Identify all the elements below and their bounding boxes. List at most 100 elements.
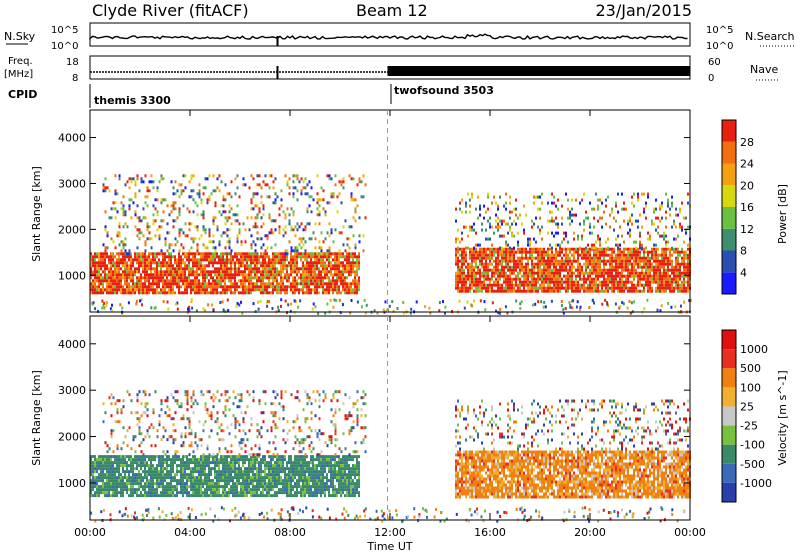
power-echo-cell	[215, 246, 217, 249]
power-echo-cell	[326, 255, 328, 258]
power-echo-cell	[557, 272, 559, 275]
power-echo-cell	[304, 252, 306, 255]
power-echo-cell	[485, 211, 487, 214]
power-echo-cell	[352, 264, 354, 267]
power-echo-cell	[314, 261, 316, 264]
power-echo-cell	[683, 241, 685, 244]
power-echo-cell	[685, 266, 687, 269]
power-echo-cell	[483, 278, 485, 281]
power-echo-cell	[473, 266, 475, 269]
power-echo-cell	[509, 247, 511, 250]
power-echo-cell	[569, 269, 571, 272]
power-echo-cell	[549, 266, 551, 269]
power-echo-cell	[611, 287, 613, 290]
power-echo-cell	[250, 285, 252, 288]
power-echo-cell	[555, 257, 557, 260]
velocity-echo-cell	[162, 482, 164, 485]
power-echo-cell	[107, 246, 109, 249]
power-echo-cell	[260, 255, 262, 258]
power-echo-cell	[653, 244, 655, 247]
velocity-echo-cell	[122, 491, 124, 494]
power-echo-cell	[138, 282, 140, 285]
power-echo-cell	[469, 290, 471, 293]
power-echo-cell	[613, 269, 615, 272]
power-echo-cell	[298, 276, 300, 279]
power-echo-cell	[481, 251, 483, 254]
power-echo-cell	[126, 270, 128, 273]
power-echo-cell	[278, 288, 280, 291]
power-echo-cell	[551, 275, 553, 278]
power-echo-cell	[170, 252, 172, 255]
power-echo-cell	[140, 252, 142, 255]
power-echo-cell	[481, 260, 483, 263]
power-echo-cell	[567, 287, 569, 290]
power-echo-cell	[210, 282, 212, 285]
power-echo-cell	[327, 201, 329, 204]
power-echo-cell	[220, 252, 222, 255]
power-echo-cell	[455, 260, 457, 263]
power-echo-cell	[627, 223, 629, 226]
power-echo-cell	[108, 288, 110, 291]
power-echo-cell	[659, 208, 661, 211]
power-echo-cell	[206, 270, 208, 273]
power-echo-cell	[188, 252, 190, 255]
power-echo-cell	[583, 229, 585, 232]
power-echo-cell	[96, 252, 98, 255]
power-echo-cell	[244, 264, 246, 267]
power-echo-cell	[615, 238, 617, 241]
power-echo-cell	[609, 263, 611, 266]
power-echo-cell	[599, 266, 601, 269]
velocity-echo-cell	[108, 473, 110, 476]
power-echo-cell	[643, 248, 645, 251]
power-echo-cell	[255, 225, 257, 228]
power-echo-cell	[294, 276, 296, 279]
power-echo-cell	[237, 234, 239, 237]
power-echo-cell	[595, 263, 597, 266]
power-echo-cell	[228, 279, 230, 282]
velocity-echo-cell	[122, 467, 124, 470]
power-echo-cell	[631, 214, 633, 217]
power-echo-cell	[213, 222, 215, 225]
power-echo-cell	[293, 186, 295, 189]
power-echo-cell	[106, 282, 108, 285]
velocity-echo-cell	[116, 461, 118, 464]
power-echo-cell	[314, 291, 316, 294]
power-echo-cell	[302, 270, 304, 273]
power-echo-cell	[669, 257, 671, 260]
power-echo-cell	[651, 254, 653, 257]
power-echo-cell	[511, 272, 513, 275]
power-echo-cell	[285, 225, 287, 228]
power-echo-cell	[312, 308, 314, 311]
power-echo-cell	[186, 288, 188, 291]
power-echo-cell	[234, 279, 236, 282]
power-echo-cell	[467, 269, 469, 272]
velocity-echo-cell	[150, 488, 152, 491]
power-echo-cell	[292, 258, 294, 261]
power-echo-cell	[294, 270, 296, 273]
velocity-echo-cell	[118, 476, 120, 479]
power-echo-cell	[312, 279, 314, 282]
power-echo-cell	[583, 254, 585, 257]
power-echo-cell	[336, 261, 338, 264]
power-echo-cell	[621, 260, 623, 263]
velocity-echo-cell	[150, 485, 152, 488]
power-echo-cell	[126, 288, 128, 291]
power-echo-cell	[541, 193, 543, 196]
power-echo-cell	[575, 275, 577, 278]
power-echo-cell	[136, 261, 138, 264]
power-echo-cell	[308, 261, 310, 264]
power-echo-cell	[501, 223, 503, 226]
power-echo-cell	[279, 225, 281, 228]
power-echo-cell	[507, 244, 509, 247]
power-echo-cell	[210, 291, 212, 294]
power-echo-cell	[132, 258, 134, 261]
velocity-echo-cell	[166, 494, 168, 497]
power-echo-cell	[295, 234, 297, 237]
freq-panel: Freq. [MHz] 18 8 60 0 Nave	[4, 56, 778, 84]
power-echo-cell	[535, 251, 537, 254]
power-echo-cell	[567, 272, 569, 275]
power-echo-cell	[266, 255, 268, 258]
power-echo-cell	[665, 260, 667, 263]
power-echo-cell	[344, 267, 346, 270]
power-echo-cell	[501, 251, 503, 254]
